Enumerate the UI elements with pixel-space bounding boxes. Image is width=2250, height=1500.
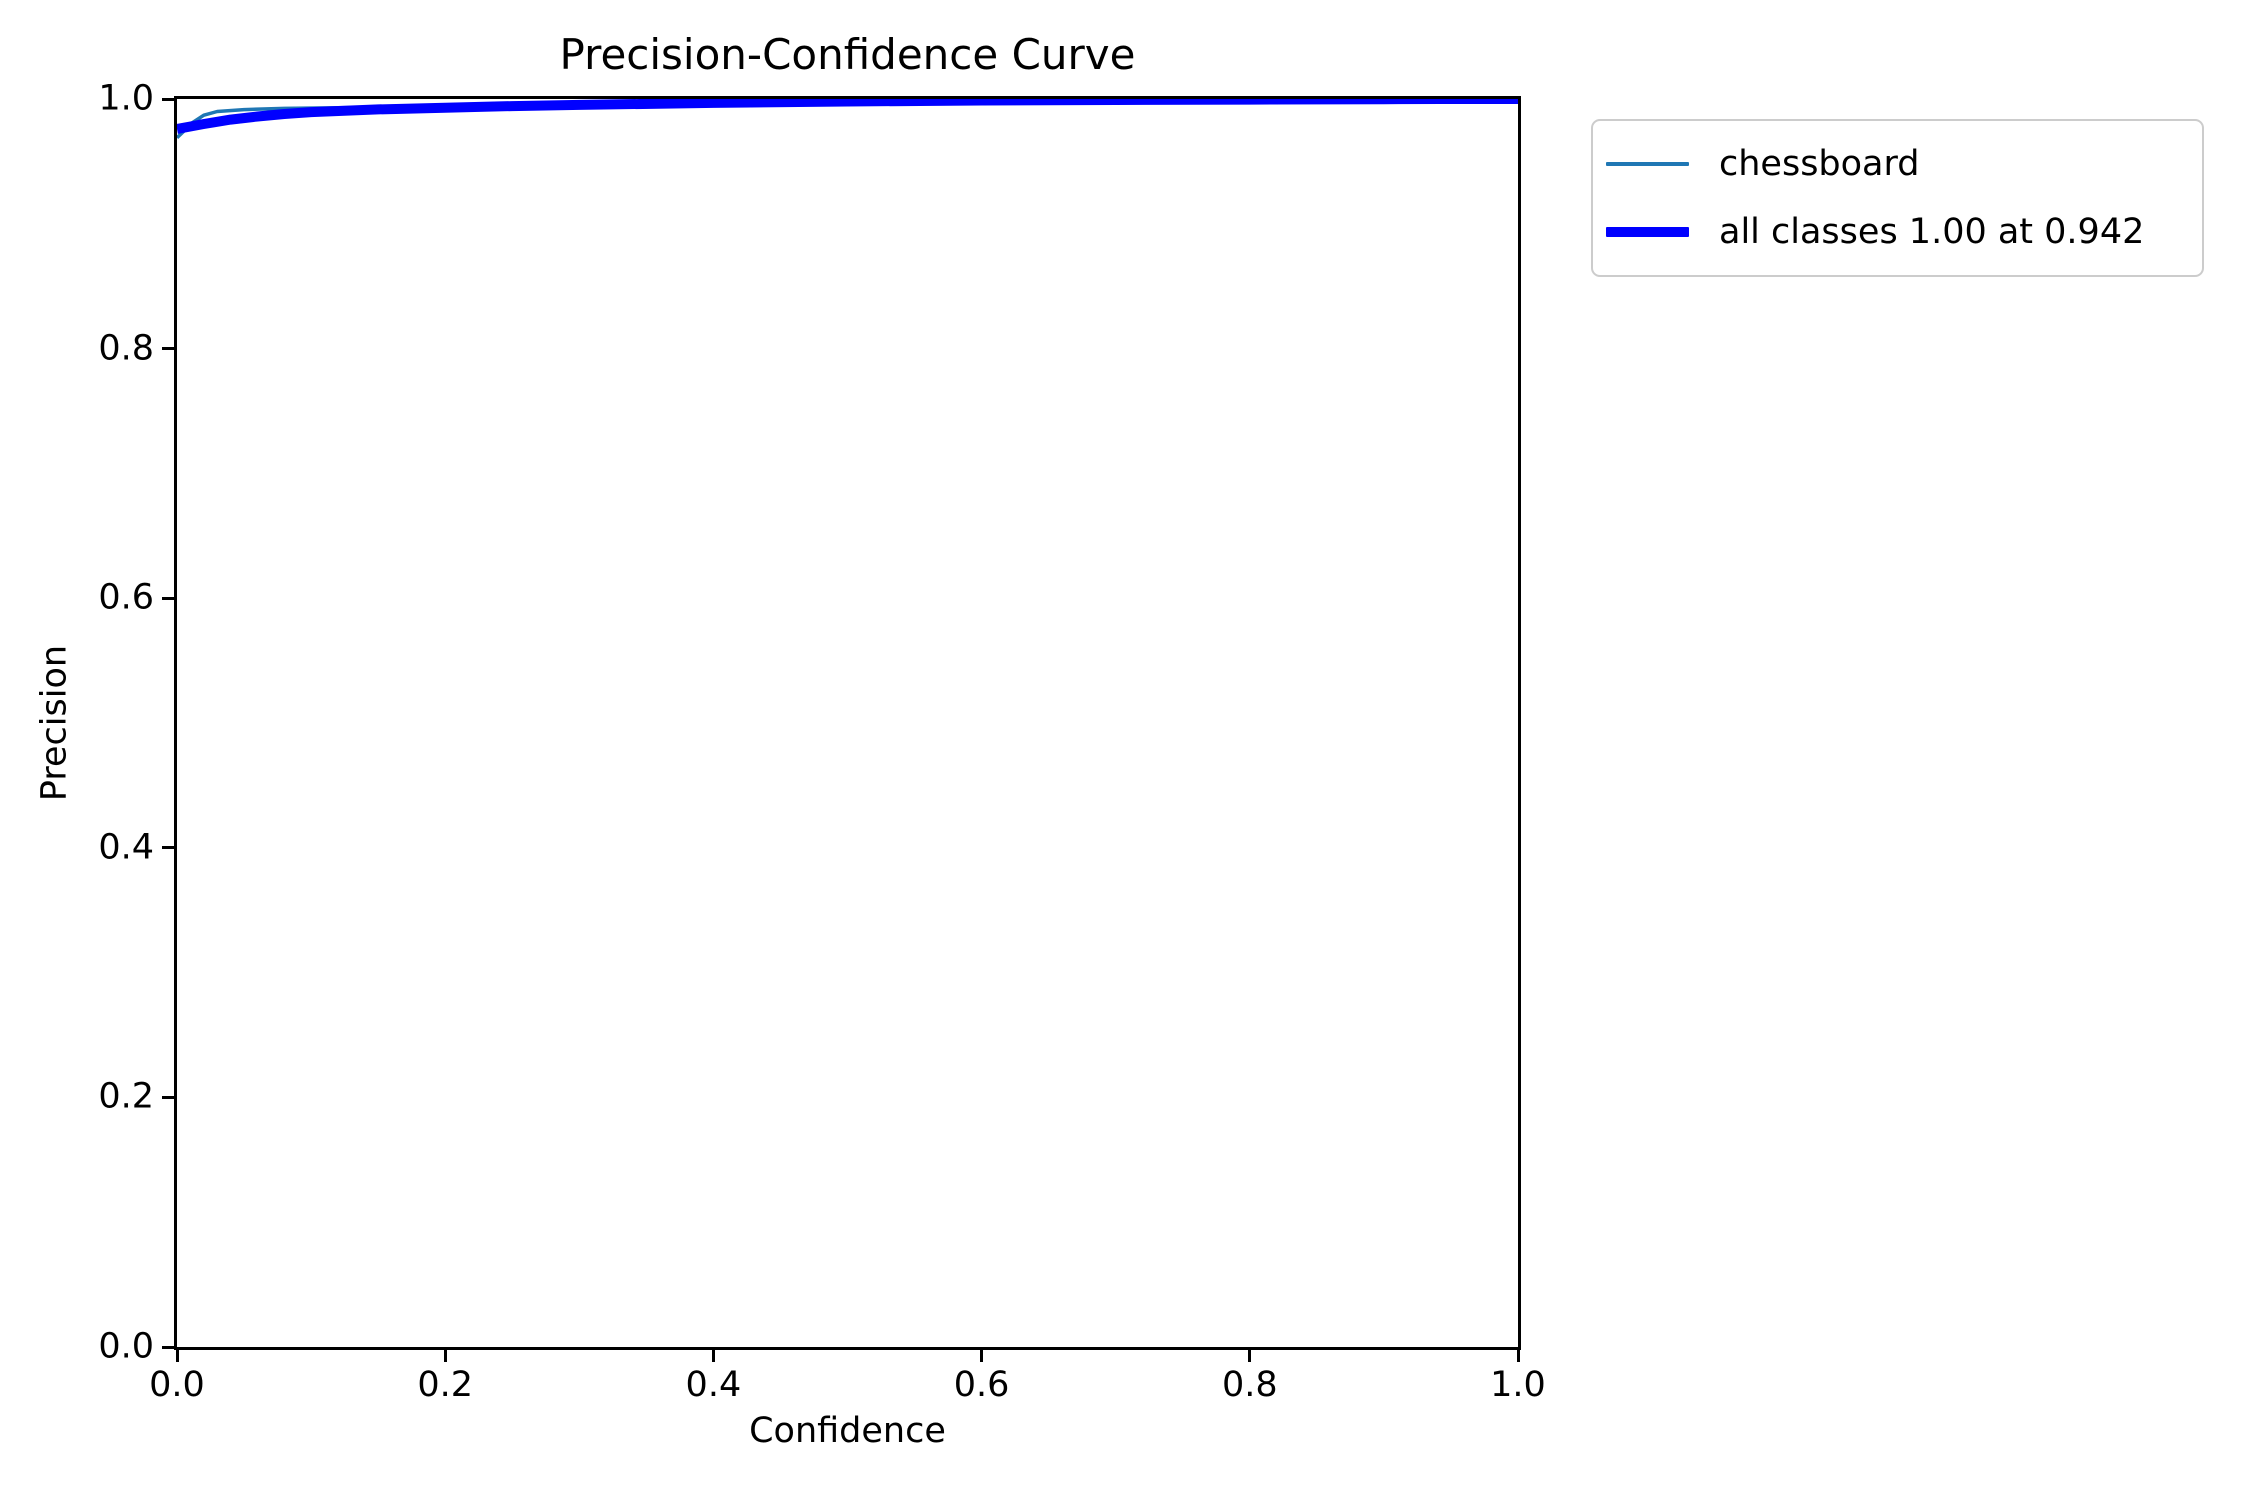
x-tick-mark xyxy=(980,1350,984,1362)
y-tick-label: 0.6 xyxy=(98,577,154,618)
x-tick-label: 0.6 xyxy=(953,1365,1010,1405)
chart-title: Precision-Confidence Curve xyxy=(559,30,1136,79)
y-tick-mark xyxy=(162,1345,174,1349)
x-axis-label: Confidence xyxy=(749,1411,946,1451)
x-tick-label: 0.8 xyxy=(1221,1365,1278,1405)
legend-label-chessboard: chessboard xyxy=(1719,144,1920,184)
y-tick-label: 0.2 xyxy=(98,1076,154,1117)
x-tick-mark xyxy=(443,1350,447,1362)
y-tick-mark xyxy=(162,97,174,101)
chessboard-line-sample-icon xyxy=(1606,162,1689,166)
x-tick-mark xyxy=(711,1350,715,1362)
y-tick-mark xyxy=(162,846,174,850)
legend: chessboard all classes 1.00 at 0.942 xyxy=(1591,119,2204,277)
x-tick-mark xyxy=(1516,1350,1520,1362)
legend-item-chessboard: chessboard xyxy=(1606,131,2182,197)
x-tick-label: 0.0 xyxy=(149,1365,205,1405)
all-classes-curve xyxy=(177,99,1518,134)
y-tick-label: 0.8 xyxy=(98,328,154,369)
curve-plot-area xyxy=(177,99,1518,139)
legend-label-all-classes: all classes 1.00 at 0.942 xyxy=(1719,212,2145,252)
x-tick-label: 0.4 xyxy=(685,1365,742,1405)
legend-item-all-classes: all classes 1.00 at 0.942 xyxy=(1606,199,2182,265)
y-axis-label: Precision xyxy=(34,644,75,802)
all-classes-line-sample-icon xyxy=(1606,227,1689,237)
y-tick-mark xyxy=(162,1095,174,1099)
x-tick-label: 1.0 xyxy=(1490,1365,1546,1405)
x-tick-label: 0.2 xyxy=(417,1365,474,1405)
y-tick-mark xyxy=(162,596,174,600)
y-tick-label: 0.4 xyxy=(98,827,154,868)
x-tick-mark xyxy=(1248,1350,1252,1362)
y-tick-label: 1.0 xyxy=(98,78,154,119)
y-tick-mark xyxy=(162,347,174,351)
y-tick-label: 0.0 xyxy=(98,1326,154,1367)
x-tick-mark xyxy=(175,1350,179,1362)
